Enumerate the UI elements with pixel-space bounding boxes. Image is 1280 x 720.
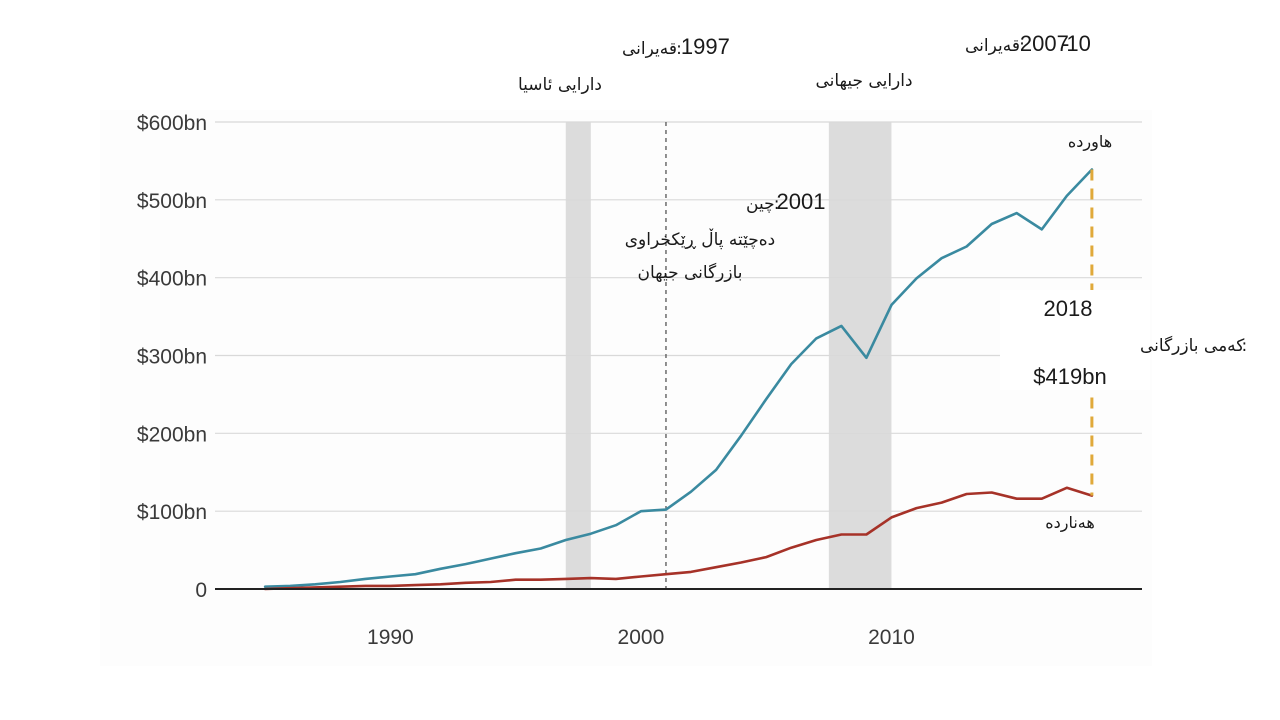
svg-text:1997 : قەیرانی: 1997 : قەیرانی	[622, 34, 730, 59]
china-wto-annotation: 2001 : چین دەچێتە پاڵ ڕێکخراوی بازرگانی …	[625, 189, 826, 283]
plot-background	[100, 110, 1152, 666]
asian-crisis-desc: دارایی ئاسیا	[518, 75, 602, 95]
trade-gap-year: 2018	[1044, 296, 1093, 321]
imports-series-line	[263, 168, 1094, 589]
global-crisis-desc: دارایی جیهانی	[815, 71, 912, 91]
global-crisis-label: قەیرانی	[965, 36, 1020, 56]
china-wto-year: 2001	[777, 189, 826, 214]
svg-text:10 - 2007 :: 10 - 2007 : قەیرانی	[965, 31, 1091, 56]
y-axis-ticks: 0 $100bn $200bn $300bn $400bn $500bn $600bn	[137, 112, 207, 602]
imports-label: هاوردە	[1068, 132, 1112, 152]
global-crisis-sep: :	[1019, 36, 1025, 56]
asian-crisis-label: قەیرانی	[622, 39, 677, 59]
global-crisis-year-end: 10	[1066, 31, 1090, 56]
series-lines	[263, 168, 1094, 591]
trade-gap-annotation: 2018 : کەمی بازرگانی $419bn	[1000, 290, 1247, 390]
trade-gap-sep: :	[1241, 336, 1247, 356]
trade-gap-label: کەمی بازرگانی	[1140, 335, 1245, 356]
y-tick-label: $300bn	[137, 346, 207, 369]
china-wto-label: چین	[746, 194, 775, 214]
china-wto-desc-line1: دەچێتە پاڵ ڕێکخراوی	[625, 228, 776, 250]
global-crisis-annotation: 10 - 2007 : قەیرانی دارایی جیهانی	[815, 31, 1090, 91]
y-tick-label: $400bn	[137, 268, 207, 291]
asian-crisis-year: 1997	[681, 34, 730, 59]
exports-label: هەناردە	[1045, 513, 1095, 533]
x-tick-label: 2000	[618, 626, 665, 649]
trade-gap-value: $419bn	[1033, 364, 1106, 389]
x-axis-ticks: 1990 2000 2010	[367, 626, 915, 649]
china-wto-sep: :	[774, 194, 780, 214]
china-wto-desc-line2: بازرگانی جیهان	[637, 262, 742, 283]
y-tick-label: $200bn	[137, 423, 207, 446]
gridlines	[215, 121, 1142, 512]
y-tick-label: $500bn	[137, 190, 207, 213]
exports-series-line	[263, 486, 1094, 591]
trade-gap-label-bg	[1000, 290, 1150, 390]
y-tick-label: $600bn	[137, 112, 207, 135]
x-tick-label: 1990	[367, 626, 414, 649]
y-tick-label: $100bn	[137, 501, 207, 524]
asian-crisis-annotation: 1997 : قەیرانی دارایی ئاسیا	[518, 34, 730, 95]
svg-text:: کەمی بازرگانی: : کەمی بازرگانی	[1140, 335, 1247, 356]
x-tick-label: 2010	[868, 626, 915, 649]
y-tick-label: 0	[195, 579, 207, 602]
svg-text:2001 : چین: 2001 : چین	[746, 189, 825, 214]
